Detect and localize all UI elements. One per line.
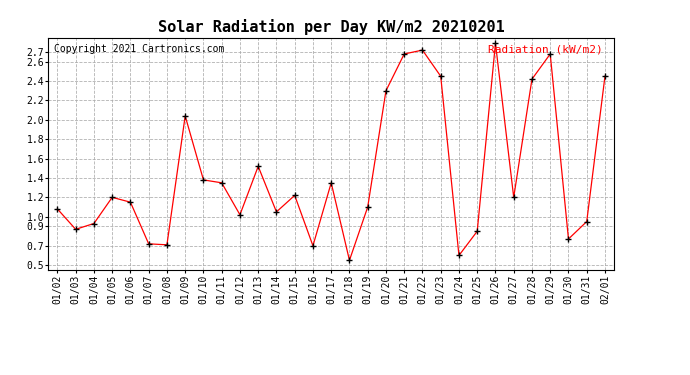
Text: Radiation (kW/m2): Radiation (kW/m2) — [488, 45, 603, 54]
Title: Solar Radiation per Day KW/m2 20210201: Solar Radiation per Day KW/m2 20210201 — [158, 19, 504, 35]
Text: Copyright 2021 Cartronics.com: Copyright 2021 Cartronics.com — [54, 45, 224, 54]
